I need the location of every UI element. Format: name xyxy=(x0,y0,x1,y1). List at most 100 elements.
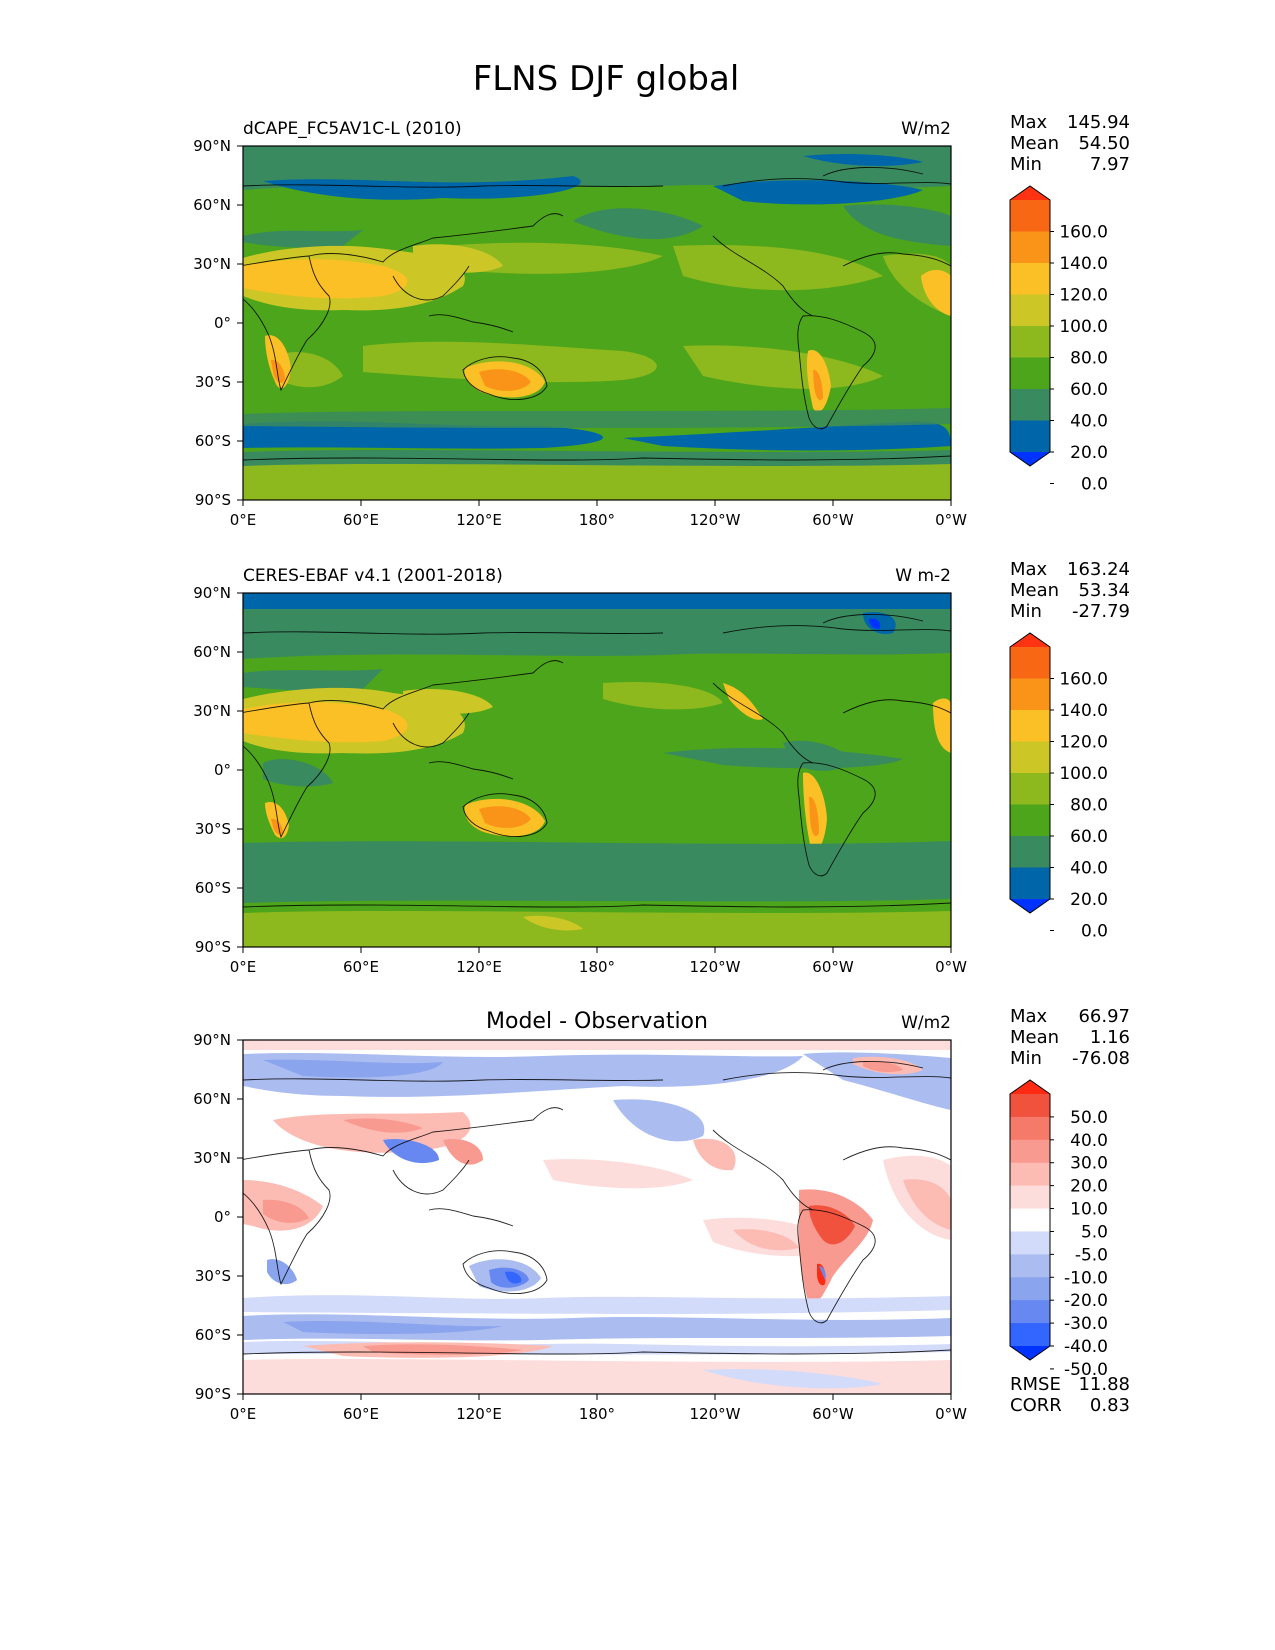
y-tick-label: 30°N xyxy=(193,702,231,720)
y-tick-label: 0° xyxy=(214,761,231,779)
x-tick-label: 0°W xyxy=(935,958,967,976)
stats-block: Max 66.97 Mean 1.16 Min -76.08 xyxy=(1010,1006,1130,1069)
y-tick-label: 30°N xyxy=(193,255,231,273)
x-tick-label: 120°W xyxy=(690,1405,741,1423)
colorbar-label: 120.0 xyxy=(1059,286,1108,306)
side-panel-model: Max 145.94 Mean 54.50 Min 7.97 160.0 140.0 120.… xyxy=(1009,112,1130,495)
panel-units: W m-2 xyxy=(895,566,951,586)
stat-label: Min xyxy=(1010,1048,1042,1069)
extra-stat-label: RMSE xyxy=(1010,1374,1061,1395)
colorbar-label: 120.0 xyxy=(1059,733,1108,753)
panel-units: W/m2 xyxy=(901,119,951,139)
stat-value: 53.34 xyxy=(1078,580,1130,601)
colorbar-label: 80.0 xyxy=(1070,349,1108,369)
y-axis: 90°N 60°N 30°N 0° 30°S 60°S 90°S xyxy=(193,137,243,509)
panel-units: W/m2 xyxy=(901,1013,951,1033)
y-tick-label: 0° xyxy=(214,1208,231,1226)
colorbar-bin xyxy=(1010,836,1050,868)
y-tick-label: 30°S xyxy=(195,373,231,391)
panel-title-left: CERES-EBAF v4.1 (2001-2018) xyxy=(243,566,503,586)
y-tick-label: 60°N xyxy=(193,643,231,661)
panel-difference: Model - Observation W/m2 xyxy=(193,1009,967,1423)
colorbar-bin xyxy=(1010,773,1050,805)
stat-label: Max xyxy=(1010,112,1048,133)
colorbar-bin xyxy=(1010,1094,1050,1118)
colorbar-label: 60.0 xyxy=(1070,380,1108,400)
panel-reference: CERES-EBAF v4.1 (2001-2018) W m-2 xyxy=(193,566,967,976)
x-tick-label: 0°W xyxy=(935,511,967,529)
stat-value: 1.16 xyxy=(1090,1027,1130,1048)
colorbar-bin xyxy=(1010,1162,1050,1187)
stats-block: Max 163.24 Mean 53.34 Min -27.79 xyxy=(1010,559,1130,622)
colorbar-label: 10.0 xyxy=(1070,1200,1108,1220)
stat-value: 163.24 xyxy=(1067,559,1130,580)
colorbar-extend-max xyxy=(1010,633,1050,647)
y-tick-label: 90°S xyxy=(195,1385,231,1403)
colorbar-bin xyxy=(1010,1300,1050,1324)
colorbar-label: 100.0 xyxy=(1059,764,1108,784)
colorbar-bin xyxy=(1010,420,1050,453)
colorbar-label: 160.0 xyxy=(1059,223,1108,243)
y-tick-label: 30°S xyxy=(195,820,231,838)
stat-value: -76.08 xyxy=(1072,1048,1130,1069)
map-field xyxy=(243,1040,951,1394)
x-tick-label: 180° xyxy=(579,1405,615,1423)
colorbar-bin xyxy=(1010,710,1050,742)
x-axis: 0°E 60°E 120°E 180° 120°W 60°W 0°W xyxy=(230,947,967,976)
x-tick-label: 60°E xyxy=(343,958,379,976)
colorbar-bin xyxy=(1010,1185,1050,1210)
colorbar-bin xyxy=(1010,389,1050,421)
extra-stats-block: RMSE 11.88 CORR 0.83 xyxy=(1010,1374,1130,1416)
panel-model: dCAPE_FC5AV1C-L (2010) W/m2 xyxy=(193,119,967,529)
colorbar-bin xyxy=(1010,294,1050,327)
y-tick-label: 30°S xyxy=(195,1267,231,1285)
colorbar-label: 100.0 xyxy=(1059,317,1108,337)
colorbar-label: -10.0 xyxy=(1064,1268,1108,1288)
stat-value: 7.97 xyxy=(1090,154,1130,175)
y-tick-label: 60°S xyxy=(195,432,231,450)
y-tick-label: 60°S xyxy=(195,1326,231,1344)
y-tick-label: 90°N xyxy=(193,584,231,602)
colorbar-bin xyxy=(1010,1277,1050,1301)
colorbar-label: 5.0 xyxy=(1081,1222,1108,1242)
x-tick-label: 120°E xyxy=(456,1405,502,1423)
colorbar-label: 40.0 xyxy=(1070,859,1108,879)
colorbar-label: 20.0 xyxy=(1070,1177,1108,1197)
colorbar-bin xyxy=(1010,1231,1050,1255)
colorbar-bin xyxy=(1010,357,1050,390)
y-tick-label: 90°S xyxy=(195,491,231,509)
y-tick-label: 60°S xyxy=(195,879,231,897)
x-tick-label: 120°W xyxy=(690,958,741,976)
colorbar-bin xyxy=(1010,1323,1050,1347)
colorbar-label: 20.0 xyxy=(1070,890,1108,910)
x-axis: 0°E 60°E 120°E 180° 120°W 60°W 0°W xyxy=(230,1394,967,1423)
colorbar-label: 50.0 xyxy=(1070,1108,1108,1128)
extra-stat-value: 11.88 xyxy=(1078,1374,1130,1395)
y-axis: 90°N 60°N 30°N 0° 30°S 60°S 90°S xyxy=(193,1031,243,1403)
colorbar-extend-min xyxy=(1010,452,1050,466)
colorbar-label: -40.0 xyxy=(1064,1337,1108,1357)
panel-title-left: dCAPE_FC5AV1C-L (2010) xyxy=(243,119,462,139)
colorbar: 160.0 140.0 120.0 100.0 80.0 60.0 40.0 20.0 0.0 xyxy=(1009,185,1108,495)
x-tick-label: 0°W xyxy=(935,1405,967,1423)
x-axis: 0°E 60°E 120°E 180° 120°W 60°W 0°W xyxy=(230,500,967,529)
stat-value: 66.97 xyxy=(1078,1006,1130,1027)
x-tick-label: 120°E xyxy=(456,511,502,529)
colorbar-label: 40.0 xyxy=(1070,1131,1108,1151)
side-panel-difference: Max 66.97 Mean 1.16 Min -76.08 50.0 40.0 30.0 20… xyxy=(1009,1006,1130,1416)
colorbar-label: 30.0 xyxy=(1070,1154,1108,1174)
colorbar-label: -30.0 xyxy=(1064,1314,1108,1334)
x-tick-label: 180° xyxy=(579,958,615,976)
side-panel-reference: Max 163.24 Mean 53.34 Min -27.79 160.0 140.0 12… xyxy=(1009,559,1130,942)
x-tick-label: 0°E xyxy=(230,1405,257,1423)
colorbar: 50.0 40.0 30.0 20.0 10.05.0 -5.0 -10.0 -20.0 -30… xyxy=(1009,1079,1108,1380)
x-tick-label: 0°E xyxy=(230,511,257,529)
y-tick-label: 60°N xyxy=(193,1090,231,1108)
x-tick-label: 0°E xyxy=(230,958,257,976)
colorbar-label: 140.0 xyxy=(1059,701,1108,721)
colorbar-bin xyxy=(1010,200,1050,232)
stat-label: Mean xyxy=(1010,580,1059,601)
colorbar: 160.0 140.0 120.0 100.0 80.0 60.0 40.0 20.0 0.0 xyxy=(1009,632,1108,942)
colorbar-bin xyxy=(1010,1116,1050,1141)
colorbar-bin xyxy=(1010,678,1050,711)
